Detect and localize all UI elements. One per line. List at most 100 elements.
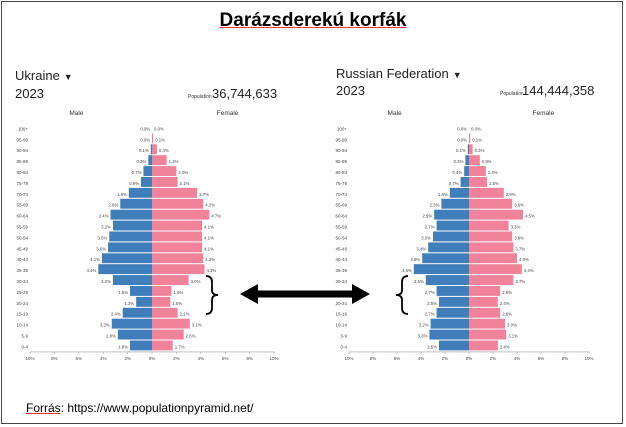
male-value-label: 0.7% <box>449 181 459 186</box>
x-tick-label: 10% <box>269 356 278 361</box>
population-value-russia: 144,444,358 <box>522 83 595 98</box>
male-bar <box>433 231 469 242</box>
female-bar <box>469 253 517 264</box>
female-bar <box>469 220 509 231</box>
age-group-label: 30-34 <box>16 279 28 284</box>
female-bar <box>152 296 171 307</box>
age-group-label: 100+ <box>18 126 29 131</box>
male-value-label: 3.4% <box>99 214 109 219</box>
male-bar <box>120 198 152 209</box>
female-bar <box>469 340 498 351</box>
male-value-label: 0.9% <box>129 181 139 186</box>
male-bar <box>101 253 152 264</box>
female-value-label: 2.1% <box>180 181 190 186</box>
male-bar <box>130 286 152 296</box>
age-group-label: 90-94 <box>335 148 347 153</box>
male-value-label: 1.3% <box>124 301 134 306</box>
country-selector-russia[interactable]: Russian Federation ▼ <box>336 66 462 81</box>
male-bar <box>111 318 152 329</box>
age-group-label: 10-14 <box>16 323 28 328</box>
female-bar <box>152 307 178 318</box>
male-bar <box>148 155 152 166</box>
age-group-label: 80-84 <box>16 170 28 175</box>
male-value-label: 3.3% <box>100 323 110 328</box>
curly-brace-icon <box>395 275 409 315</box>
female-value-label: 4.0% <box>519 257 529 262</box>
female-bar <box>469 264 522 275</box>
female-value-label: 3.7% <box>515 246 525 251</box>
age-group-label: 70-74 <box>335 192 347 197</box>
female-value-label: 0.0% <box>471 126 481 131</box>
female-value-label: 4.2% <box>205 257 215 262</box>
population-pyramid-russia: Male Female 100+ 0.0% 0.0% 95-99 0.0% 0.1% 90-94… <box>335 110 593 361</box>
age-group-label: 45-49 <box>16 246 28 251</box>
male-bar <box>413 264 469 275</box>
male-bar <box>108 242 152 253</box>
male-value-label: 3.0% <box>421 235 431 240</box>
country-selector-ukraine[interactable]: Ukraine ▼ <box>15 68 73 83</box>
x-tick-label: 2% <box>173 356 180 361</box>
female-value-label: 3.1% <box>192 323 202 328</box>
age-group-label: 65-69 <box>335 203 347 208</box>
x-tick-label: 8% <box>51 356 58 361</box>
age-group-label: 20-24 <box>335 301 347 306</box>
female-value-label: 3.0% <box>507 323 517 328</box>
male-bar <box>434 209 469 220</box>
age-group-label: 85-89 <box>16 159 28 164</box>
age-group-label: 30-34 <box>335 279 347 284</box>
male-value-label: 2.4% <box>111 312 121 317</box>
male-value-label: 0.0% <box>140 137 150 142</box>
female-bar <box>152 253 204 264</box>
male-value-label: 1.9% <box>117 192 127 197</box>
male-value-label: 3.5% <box>98 235 108 240</box>
male-bar <box>422 253 469 264</box>
female-bar <box>152 286 172 296</box>
population-value-ukraine: 36,744,633 <box>212 86 278 101</box>
male-bar <box>136 296 152 307</box>
source-prefix: Forrás <box>26 401 61 415</box>
caret-down-icon: ▼ <box>63 72 73 82</box>
male-bar <box>143 166 152 176</box>
female-value-label: 0.1% <box>472 137 482 142</box>
x-tick-label: 10% <box>25 356 34 361</box>
female-value-label: 0.0% <box>154 126 164 131</box>
age-group-label: 25-29 <box>16 290 28 295</box>
x-tick-label: 0% <box>466 356 473 361</box>
female-bar <box>152 275 189 285</box>
age-group-label: 95-99 <box>16 137 28 142</box>
female-value-label: 1.2% <box>169 159 179 164</box>
female-header: Female <box>217 110 239 117</box>
male-value-label: 0.3% <box>137 159 147 164</box>
male-bar <box>436 307 469 318</box>
male-value-label: 0.0% <box>140 126 150 131</box>
female-bar <box>469 242 514 253</box>
male-value-label: 1.8% <box>118 290 128 295</box>
x-tick-label: 4% <box>514 356 521 361</box>
age-group-label: 0-4 <box>21 344 28 349</box>
male-value-label: 4.4% <box>87 268 97 273</box>
male-value-label: 2.7% <box>425 225 435 230</box>
male-bar <box>436 286 469 296</box>
population-label: Population <box>500 91 524 97</box>
male-bar <box>130 340 152 351</box>
female-value-label: 1.5% <box>172 301 182 306</box>
age-group-label: 20-24 <box>16 301 28 306</box>
double-arrow-icon <box>240 284 370 304</box>
female-value-label: 3.0% <box>191 279 201 284</box>
male-bar <box>465 155 469 166</box>
female-bar <box>469 286 501 296</box>
x-tick-label: 8% <box>370 356 377 361</box>
female-value-label: 4.1% <box>204 225 214 230</box>
female-bar <box>469 155 480 166</box>
female-bar <box>469 198 513 209</box>
female-value-label: 2.4% <box>500 344 510 349</box>
x-tick-label: 4% <box>198 356 205 361</box>
female-value-label: 4.5% <box>525 214 535 219</box>
female-bar <box>152 264 205 275</box>
caret-down-icon: ▼ <box>452 70 462 80</box>
x-tick-label: 8% <box>562 356 569 361</box>
year-russia: 2023 <box>336 83 365 98</box>
male-value-label: 0.0% <box>457 137 467 142</box>
age-group-label: 15-19 <box>16 312 28 317</box>
